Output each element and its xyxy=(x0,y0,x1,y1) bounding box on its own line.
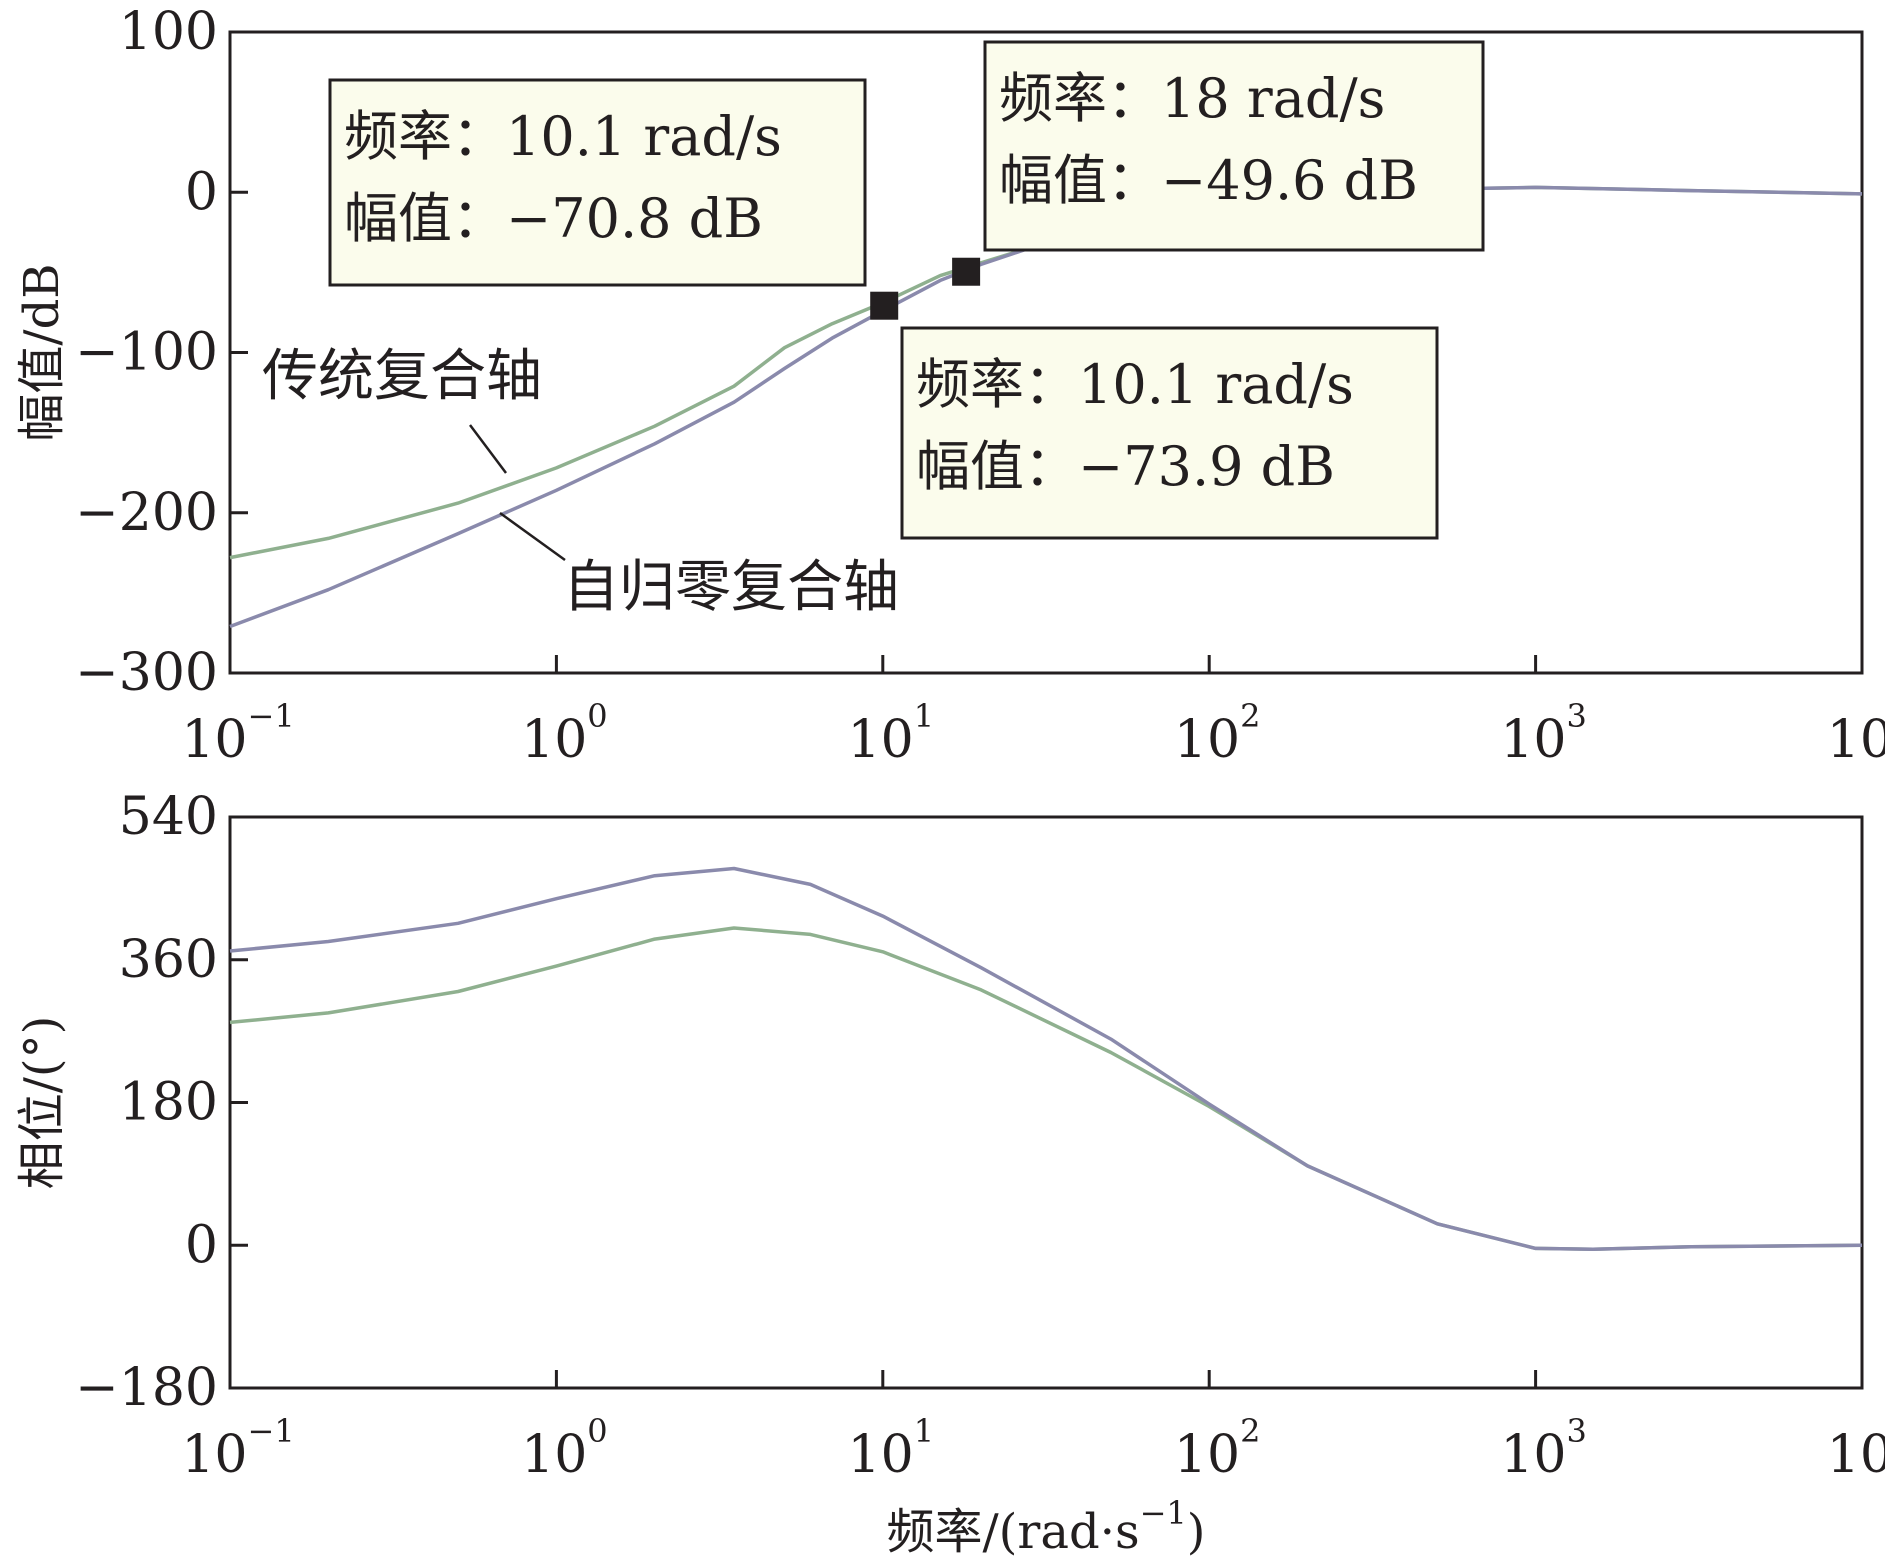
datatip-magnitude: 幅值：−49.6 dB xyxy=(999,149,1418,212)
curve-label-self-zeroing: 自归零复合轴 xyxy=(563,555,899,620)
x-tick-label: 100 xyxy=(521,1412,608,1485)
data-marker xyxy=(952,257,981,286)
x-tick-label: 10−1 xyxy=(181,1412,294,1485)
y-tick-label: 180 xyxy=(119,1073,218,1133)
x-tick-base: 10 xyxy=(1827,1425,1885,1485)
datatip-box: 频率：10.1 rad/s 幅值：−70.8 dB xyxy=(328,78,867,287)
x-tick-exponent: −1 xyxy=(248,1412,295,1450)
phase-panel: 10−11001011021031045403601800−180相位/(°)频… xyxy=(14,787,1885,1560)
x-tick-label: 100 xyxy=(521,697,608,770)
datatip-frequency: 频率：18 rad/s xyxy=(999,67,1385,130)
datatip-box: 频率：10.1 rad/s 幅值：−73.9 dB xyxy=(900,326,1439,540)
y-tick-label: 0 xyxy=(185,1215,218,1275)
x-tick-label: 102 xyxy=(1174,1412,1261,1485)
x-tick-label: 102 xyxy=(1174,697,1261,770)
x-tick-label: 101 xyxy=(848,1412,935,1485)
x-tick-base: 10 xyxy=(1827,710,1885,770)
x-tick-exponent: 2 xyxy=(1240,697,1260,735)
x-tick-base: 10 xyxy=(181,1425,247,1485)
x-tick-base: 10 xyxy=(848,710,914,770)
x-tick-base: 10 xyxy=(1500,710,1566,770)
datatip-background xyxy=(900,326,1439,540)
x-tick-label: 103 xyxy=(1500,697,1587,770)
datatip-box: 频率：18 rad/s 幅值：−49.6 dB xyxy=(983,40,1485,252)
x-tick-exponent: 3 xyxy=(1567,697,1587,735)
datatip-background xyxy=(983,40,1485,252)
x-tick-base: 10 xyxy=(521,710,587,770)
x-tick-label: 104 xyxy=(1827,1412,1885,1485)
x-tick-label: 10−1 xyxy=(181,697,294,770)
y-tick-label: 100 xyxy=(119,2,218,62)
series-line xyxy=(229,866,1863,1251)
x-tick-base: 10 xyxy=(1174,710,1240,770)
y-tick-label: −300 xyxy=(75,643,218,703)
y-tick-label: 0 xyxy=(185,162,218,222)
magnitude-panel: 10−11001011021031041000−100−200−300幅值/dB… xyxy=(14,2,1885,770)
y-tick-label: −180 xyxy=(75,1358,218,1418)
y-tick-label: −100 xyxy=(75,323,218,383)
x-axis-title-main: 频率/(rad·s xyxy=(887,1504,1140,1560)
data-marker xyxy=(870,291,899,320)
x-axis-title: 频率/(rad·s−1) xyxy=(887,1494,1206,1560)
datatip-background xyxy=(328,78,867,287)
x-axis-title-exponent: −1 xyxy=(1140,1494,1187,1532)
x-tick-label: 104 xyxy=(1827,697,1885,770)
datatip-frequency: 频率：10.1 rad/s xyxy=(344,105,782,168)
leader-line xyxy=(499,511,566,562)
x-tick-label: 101 xyxy=(848,697,935,770)
series-line xyxy=(229,926,1863,1251)
x-tick-exponent: 0 xyxy=(587,1412,607,1450)
curve-label-traditional: 传统复合轴 xyxy=(262,344,542,409)
x-tick-exponent: 1 xyxy=(914,1412,934,1450)
x-tick-exponent: 3 xyxy=(1567,1412,1587,1450)
x-tick-exponent: −1 xyxy=(248,697,295,735)
x-tick-base: 10 xyxy=(848,1425,914,1485)
y-axis-title: 幅值/dB xyxy=(14,263,70,441)
leader-line xyxy=(469,424,507,474)
y-axis-title: 相位/(°) xyxy=(14,1016,70,1190)
y-tick-label: −200 xyxy=(75,483,218,543)
x-tick-base: 10 xyxy=(181,710,247,770)
y-tick-label: 540 xyxy=(119,787,218,847)
x-tick-base: 10 xyxy=(1174,1425,1240,1485)
datatip-magnitude: 幅值：−73.9 dB xyxy=(916,435,1335,498)
datatip-frequency: 频率：10.1 rad/s xyxy=(916,353,1354,416)
x-tick-base: 10 xyxy=(1500,1425,1566,1485)
x-tick-exponent: 1 xyxy=(914,697,934,735)
x-tick-base: 10 xyxy=(521,1425,587,1485)
x-tick-exponent: 0 xyxy=(587,697,607,735)
plot-frame xyxy=(228,815,1864,1390)
y-tick-label: 360 xyxy=(119,930,218,990)
x-tick-label: 103 xyxy=(1500,1412,1587,1485)
x-tick-exponent: 2 xyxy=(1240,1412,1260,1450)
datatip-magnitude: 幅值：−70.8 dB xyxy=(344,187,763,250)
x-axis-title-close: ) xyxy=(1187,1504,1206,1560)
